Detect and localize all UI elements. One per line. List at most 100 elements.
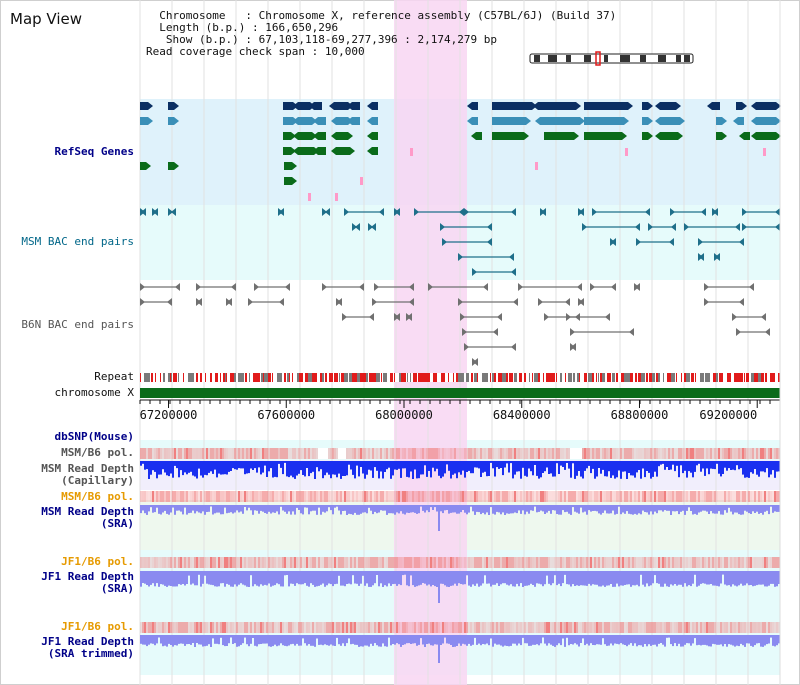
bac-end-marker [395, 313, 400, 321]
bac-end-marker [765, 328, 770, 336]
pol-cell [426, 557, 428, 568]
depth-bar [760, 505, 762, 513]
depth-bar [346, 571, 348, 584]
pol-cell [694, 557, 696, 568]
pol-cell [592, 622, 594, 633]
depth-bar [506, 505, 508, 514]
track-label-jf1-b6-pol-2[interactable]: JF1/B6 pol. [61, 620, 134, 633]
pol-cell [664, 448, 666, 459]
depth-bar [534, 571, 536, 587]
pol-cell [442, 448, 444, 459]
track-label-jf1-read-depth-sra[interactable]: JF1 Read Depth (SRA) [41, 571, 134, 595]
track-label-jf1-read-depth-trimmed[interactable]: JF1 Read Depth (SRA trimmed) [41, 636, 134, 660]
track-label-msm-read-depth-capillary[interactable]: MSM Read Depth (Capillary) [41, 463, 134, 487]
track-label-b6n-bac[interactable]: B6N BAC end pairs [21, 318, 134, 331]
depth-bar [280, 505, 282, 507]
pol-gap [570, 448, 582, 459]
track-label-chromosome[interactable]: chromosome X [54, 386, 134, 399]
depth-bar [448, 461, 450, 471]
depth-bar [430, 635, 432, 646]
gene-feature [712, 102, 720, 110]
pol-cell [606, 557, 608, 568]
pol-cell [146, 557, 148, 568]
gene-strand-arrow [367, 102, 372, 110]
repeat-element [609, 373, 611, 382]
pol-cell [494, 491, 496, 502]
depth-bar [394, 505, 396, 515]
depth-bar [758, 461, 760, 477]
gene-strand-arrow [526, 117, 531, 125]
track-label-refseq-genes[interactable]: RefSeq Genes [54, 145, 134, 158]
track-label-jf1-b6-pol-1[interactable]: JF1/B6 pol. [61, 555, 134, 568]
depth-bar [280, 461, 282, 468]
pol-cell [394, 448, 396, 459]
depth-bar [672, 461, 674, 465]
depth-bar [364, 571, 366, 586]
depth-bar [748, 505, 750, 514]
pol-cell [762, 622, 764, 633]
depth-bar [716, 505, 718, 514]
track-label-msm-b6-pol-1[interactable]: MSM/B6 pol. [61, 446, 134, 459]
pol-cell [350, 622, 352, 633]
pol-cell [238, 448, 240, 459]
repeat-element [482, 373, 485, 382]
pol-cell [296, 622, 298, 633]
pol-cell [402, 557, 404, 568]
pol-cell [214, 491, 216, 502]
track-label-msm-bac[interactable]: MSM BAC end pairs [21, 235, 134, 248]
bac-end-marker [140, 298, 145, 306]
depth-bar [536, 505, 538, 513]
track-label-dbsnp[interactable]: dbSNP(Mouse) [54, 430, 134, 443]
repeat-element [722, 373, 723, 382]
depth-bar [266, 571, 268, 586]
depth-bar [526, 571, 528, 586]
pol-cell [656, 557, 658, 568]
pol-cell [230, 622, 232, 633]
depth-bar [618, 571, 620, 587]
track-label-repeat[interactable]: Repeat [94, 370, 134, 383]
depth-bar [716, 635, 718, 645]
depth-bar [726, 505, 728, 513]
depth-bar [422, 505, 424, 511]
gene-feature [538, 102, 576, 110]
bac-end-marker [442, 238, 447, 246]
pol-cell [298, 557, 300, 568]
pol-cell [182, 557, 184, 568]
depth-bar [408, 505, 410, 513]
track-label-msm-read-depth-sra[interactable]: MSM Read Depth (SRA) [41, 506, 134, 530]
pol-cell [690, 491, 692, 502]
depth-bar [152, 571, 154, 584]
show-value: 67,103,118-69,277,396 : 2,174,279 bp [258, 33, 498, 46]
depth-bar [192, 635, 194, 643]
repeat-element [308, 373, 312, 382]
pol-cell [178, 622, 180, 633]
depth-bar [360, 461, 362, 467]
pol-cell [372, 448, 374, 459]
pol-cell [142, 557, 144, 568]
depth-bar [268, 571, 270, 584]
depth-bar [532, 635, 534, 645]
depth-bar [244, 505, 246, 507]
pol-cell [380, 491, 382, 502]
gene-feature [584, 102, 628, 110]
depth-bar [290, 505, 292, 515]
depth-bar [294, 571, 296, 586]
pol-cell [472, 491, 474, 502]
bac-end-marker [355, 223, 360, 231]
pol-cell [578, 491, 580, 502]
depth-bar [382, 635, 384, 644]
pol-cell [538, 622, 540, 633]
track-label-msm-b6-pol-2[interactable]: MSM/B6 pol. [61, 490, 134, 503]
pol-cell [194, 491, 196, 502]
pol-cell [492, 622, 494, 633]
depth-bar [530, 635, 532, 646]
depth-bar [534, 461, 536, 465]
depth-bar [336, 461, 338, 478]
pol-cell [236, 557, 238, 568]
pol-cell [762, 557, 764, 568]
repeat-element [681, 373, 682, 382]
pol-cell [318, 557, 320, 568]
repeat-element [297, 373, 299, 382]
pol-cell [524, 491, 526, 502]
